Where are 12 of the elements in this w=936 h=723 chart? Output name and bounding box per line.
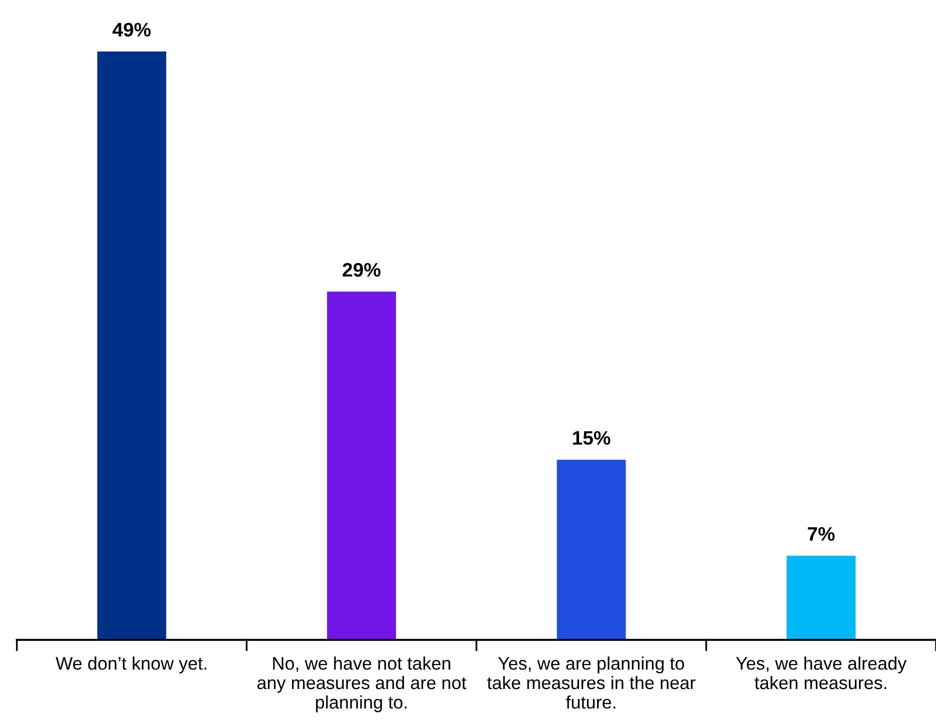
x-tick-label: No, we have not taken any measures and are not planning to.: [257, 656, 466, 712]
bar: [556, 460, 626, 640]
x-tick-label: We don’t know yet.: [56, 656, 206, 674]
data-label: 15%: [573, 431, 610, 445]
data-label: 49%: [112, 22, 151, 37]
data-label: 29%: [342, 262, 380, 277]
bar: [327, 292, 396, 640]
data-label: 7%: [808, 527, 835, 541]
x-tick-label: Yes, we have already taken measures.: [736, 656, 907, 690]
bar: [97, 52, 166, 640]
bar: [786, 556, 856, 640]
x-tick-label: Yes, we are planning to take measures in the near future.: [487, 656, 696, 709]
